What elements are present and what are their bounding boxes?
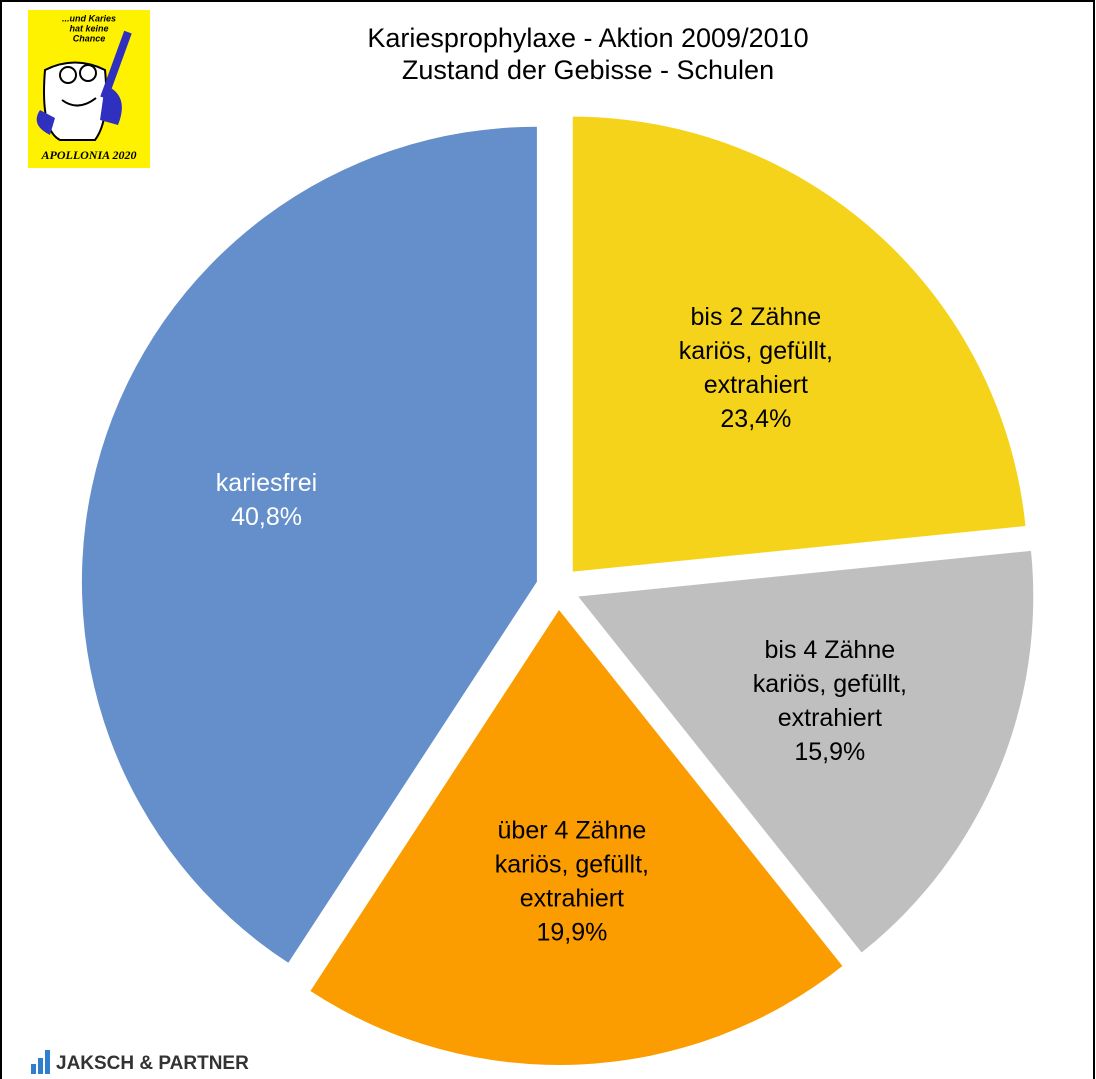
logo-bar [38, 1058, 43, 1074]
logo-bar [31, 1064, 36, 1074]
arms [36, 85, 122, 135]
pie-slice [578, 550, 1034, 953]
slice-label: extrahiert [778, 704, 882, 732]
slice-label: kariös, gefüllt, [679, 337, 833, 365]
logo-slogan: ...und Karies [62, 13, 116, 23]
logo-name: APOLLONIA 2020 [40, 148, 136, 162]
chart-title: Zustand der Gebisse - Schulen [402, 55, 774, 85]
company-logo: JAKSCH & PARTNER [31, 1050, 249, 1074]
slice-label: kariös, gefüllt, [495, 850, 649, 878]
logo-bar [45, 1050, 50, 1074]
eye [79, 64, 97, 82]
slice-label: kariös, gefüllt, [753, 670, 907, 698]
slice-label: extrahiert [704, 371, 808, 399]
mouth [61, 97, 97, 107]
pie-slice [81, 126, 537, 963]
value-label: 40,8% [231, 503, 302, 531]
chart-title: Kariesprophylaxe - Aktion 2009/2010 [367, 23, 808, 53]
slice-label: bis 2 Zähne [691, 303, 822, 331]
slice-label: bis 4 Zähne [765, 636, 896, 664]
logo-slogan: Chance [73, 33, 106, 43]
company-name: JAKSCH & PARTNER [56, 1053, 249, 1074]
slice-label: kariesfrei [216, 469, 317, 497]
toothbrush [100, 30, 132, 100]
eye [59, 66, 77, 84]
value-label: 15,9% [794, 738, 865, 766]
logo-slogan: hat keine [69, 23, 108, 33]
slice-label: über 4 Zähne [498, 816, 647, 844]
pie-slice [310, 609, 843, 1065]
pie-slice [572, 116, 1026, 572]
value-label: 23,4% [720, 405, 791, 433]
value-label: 19,9% [536, 918, 607, 946]
slice-label: extrahiert [520, 884, 624, 912]
